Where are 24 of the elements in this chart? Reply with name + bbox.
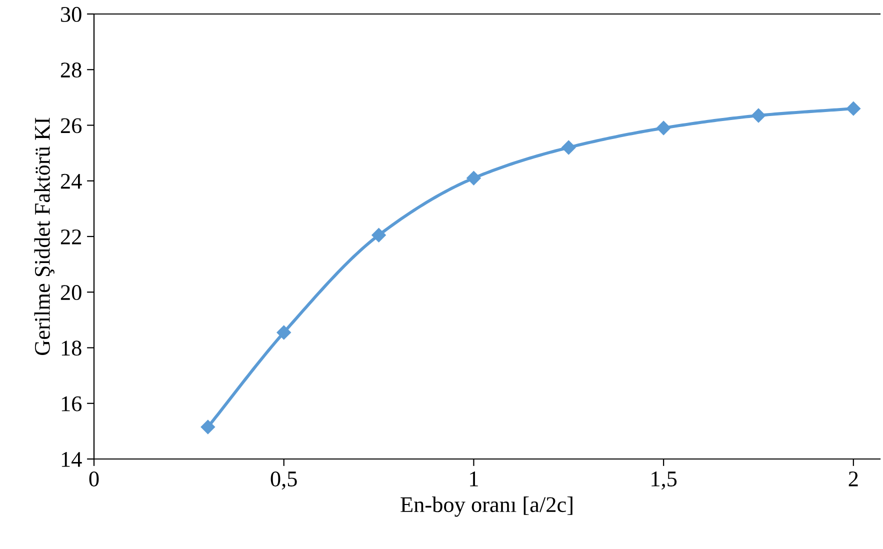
y-tick-label: 22 [60,229,81,244]
y-tick-label: 26 [60,118,82,134]
point [562,140,576,155]
x-tick-label: 2 [848,472,858,486]
x-tick-label: 0 [89,471,99,486]
point [751,108,766,123]
x-axis-title: En-boy oranı [a/2c] [400,496,572,517]
y-tick-label: 14 [62,452,82,467]
y-tick-label: 28 [60,62,82,78]
point [846,101,860,116]
point [466,171,481,186]
y-tick-label: 30 [61,6,82,22]
x-tick-label: 0,5 [270,471,297,490]
point [656,120,671,136]
y-tick-label: 24 [60,174,82,189]
y-axis-title: Gerilme Şiddet Faktörü KI [34,118,54,356]
y-tick-label: 18 [62,340,82,356]
x-tick-label: 1 [470,472,478,486]
point [200,420,215,434]
x-tick-label: 1,5 [652,472,677,490]
point [276,325,291,340]
point [372,228,386,242]
y-tick-label: 16 [62,396,82,412]
y-tick-label: 20 [60,285,82,300]
